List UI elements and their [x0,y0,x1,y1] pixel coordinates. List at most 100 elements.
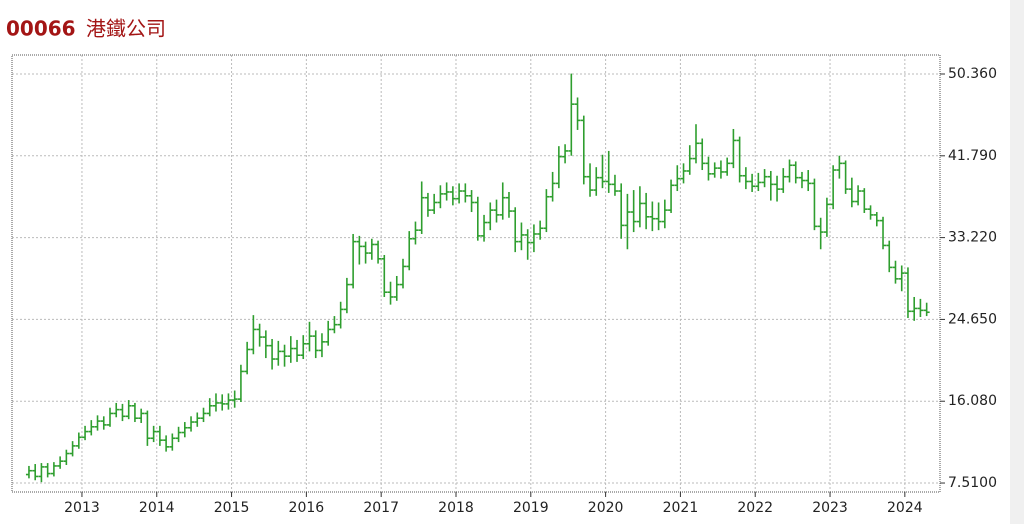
ohlc-bar [163,435,170,452]
ohlc-bar [212,393,219,412]
ohlc-bar [119,403,126,422]
ohlc-bar [125,400,132,420]
ohlc-bar [892,260,899,284]
ohlc-bar [462,183,469,203]
ohlc-bar [886,240,893,273]
ohlc-bar [175,426,182,443]
ohlc-bar [873,212,880,227]
ohlc-bar [574,97,581,130]
ohlc-bar [424,192,431,217]
ohlc-bar [150,425,157,443]
ohlc-bar [144,410,151,446]
ohlc-bar [767,170,774,201]
ohlc-bar [499,182,506,220]
ohlc-bar [705,156,712,181]
ohlc-bar [630,190,637,233]
ohlc-bar [181,422,188,438]
ohlc-bar [375,240,382,264]
ohlc-bar [505,191,512,218]
ohlc-bar [32,464,39,481]
ohlc-bar [605,150,612,193]
ohlc-bar [761,169,768,188]
y-tick-label: 50.360 [948,66,997,82]
stock-code: 00066 [6,17,76,41]
ohlc-bar [368,238,375,260]
ohlc-bar [518,222,525,251]
ohlc-bar [861,188,868,213]
ohlc-bar [456,183,463,204]
x-tick-label: 2019 [513,500,549,516]
ohlc-bar [568,73,575,156]
ohlc-bar [294,339,301,362]
ohlc-bar [487,202,494,231]
ohlc-bar [481,214,488,242]
ohlc-bar [256,323,263,347]
ohlc-bar [131,402,138,423]
ohlc-bar [636,186,643,228]
ohlc-bar [836,155,843,179]
ohlc-bar [742,167,749,190]
ohlc-bar [755,172,762,192]
ohlc-bar [780,168,787,193]
x-tick-label: 2020 [588,500,624,516]
ohlc-bar [655,202,662,231]
y-tick-label: 33.220 [948,230,997,246]
ohlc-bar [880,216,887,250]
ohlc-bar [300,335,307,360]
y-tick-label: 16.080 [948,393,997,409]
ohlc-bar [468,190,475,213]
ohlc-bar [399,258,406,289]
ohlc-bar [318,333,325,358]
ohlc-bar [911,296,918,321]
ohlc-bar [842,160,849,194]
ohlc-bar [649,201,656,232]
ohlc-bar [194,412,201,427]
ohlc-bar [106,407,113,427]
ohlc-bar [811,178,818,231]
ohlc-bar [287,336,294,363]
ohlc-bar [599,154,606,189]
ohlc-bar [25,465,32,479]
ohlc-bar [443,182,450,201]
y-tick-label: 24.650 [948,311,997,327]
ohlc-bar [312,330,319,359]
ohlc-bar [412,221,419,245]
ohlc-bar [250,315,257,355]
ohlc-bar [855,185,862,206]
ohlc-bar [686,145,693,175]
x-tick-label: 2024 [887,500,923,516]
ohlc-bar [736,136,743,183]
ohlc-bar [362,241,369,264]
ohlc-bar [917,298,924,318]
x-tick-label: 2023 [812,500,848,516]
ohlc-bar [549,171,556,202]
ohlc-bar [593,167,600,196]
ohlc-bar [449,186,456,206]
ohlc-bar [156,425,163,446]
ohlc-bar [63,449,70,465]
ohlc-bar [269,338,276,370]
ohlc-bar [724,157,731,176]
ohlc-bar [418,181,425,234]
ohlc-bar [524,229,531,260]
ohlc-bar [306,321,313,352]
ohlc-bar [231,390,238,408]
ohlc-bar [69,441,76,457]
side-strip [1010,0,1024,524]
ohlc-bar [44,463,51,478]
ohlc-bar [643,192,650,230]
ohlc-bar [75,432,82,449]
ohlc-bar [774,175,781,202]
x-tick-label: 2013 [64,500,100,516]
ohlc-bar [823,197,830,237]
ohlc-bar [188,416,195,432]
ohlc-bar [680,163,687,184]
ohlc-bar [699,138,706,171]
ohlc-bar [275,340,282,366]
ohlc-bar [717,160,724,179]
ohlc-bar [387,281,394,305]
ohlc-bar [343,277,350,314]
ohlc-bar [923,302,930,317]
ohlc-bar [325,320,332,346]
